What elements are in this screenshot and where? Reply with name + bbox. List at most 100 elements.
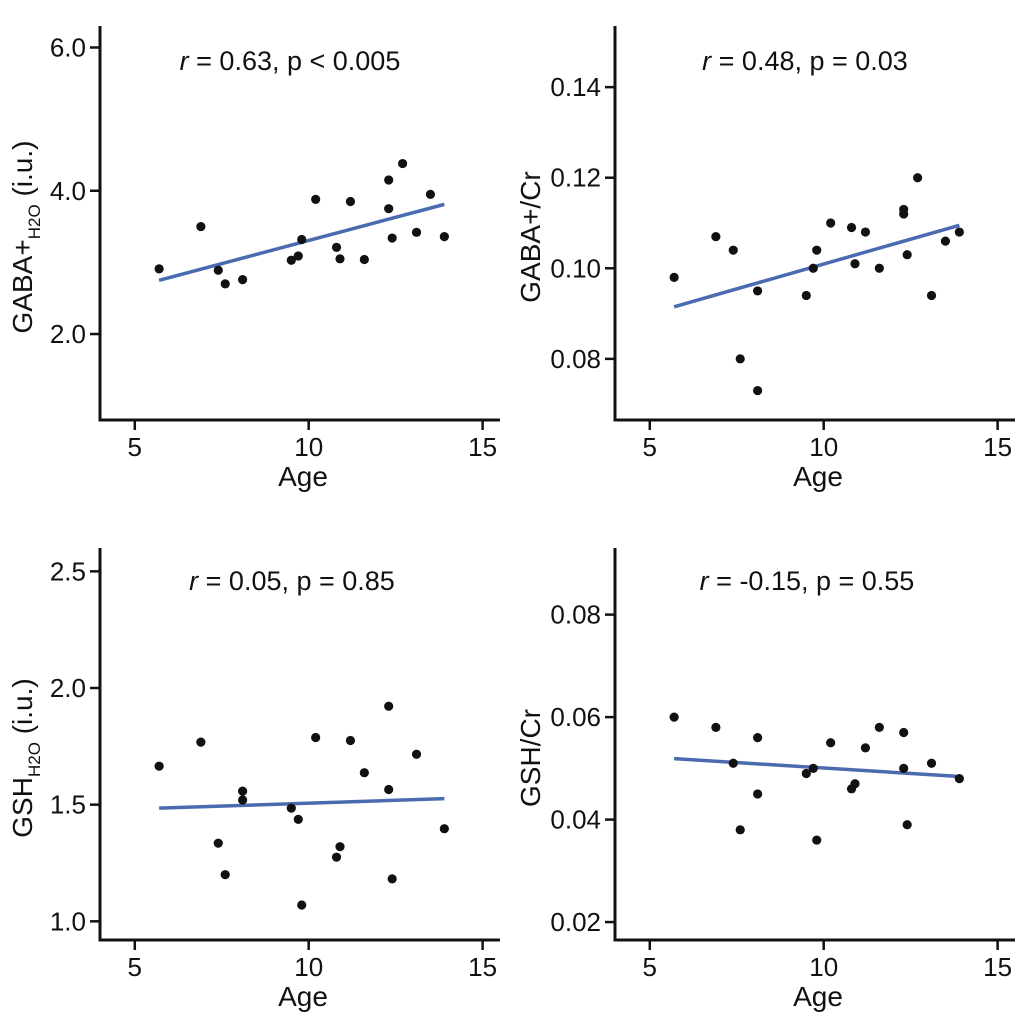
annotation-r-symbol: r <box>189 566 199 596</box>
data-point <box>439 824 449 834</box>
y-tick-label: 6.0 <box>50 32 86 62</box>
data-point <box>899 763 909 773</box>
data-point <box>345 735 356 746</box>
panel-top-left: 5 10 15 2.0 4.0 6.0 Age GABA+H2O (i.u.) r = 0.63… <box>7 26 500 492</box>
y-tick-label: 1.5 <box>50 790 86 820</box>
data-point <box>753 789 763 799</box>
annotation-stats: = 0.63, p < 0.005 <box>189 46 401 76</box>
panel-bottom-right: 5 10 15 0.02 0.04 0.06 0.08 Age GSH/Cr r = -0.15,… <box>515 548 1015 1012</box>
data-point <box>293 814 303 824</box>
data-point <box>398 158 408 169</box>
x-tick-label: 5 <box>128 432 142 462</box>
data-point <box>846 222 857 233</box>
data-point <box>850 259 860 269</box>
data-point <box>411 749 422 759</box>
data-point <box>860 227 871 237</box>
correlation-annotation: r = 0.05, p = 0.85 <box>189 566 395 596</box>
annotation-stats: = -0.15, p = 0.55 <box>709 566 915 596</box>
y-tick-label: 2.5 <box>50 556 86 586</box>
x-tick-label: 15 <box>468 432 497 462</box>
x-axis-title: Age <box>793 981 843 1012</box>
data-point <box>711 231 721 242</box>
x-axis-title: Age <box>278 981 328 1012</box>
data-point <box>311 732 321 743</box>
regression-line <box>159 796 445 810</box>
data-point <box>826 218 836 228</box>
y-axis-title: GSH/Cr <box>515 709 546 807</box>
x-axis-title: Age <box>278 461 328 492</box>
data-point <box>753 286 763 296</box>
data-point <box>735 825 745 835</box>
y-tick-label: 0.14 <box>550 72 601 102</box>
data-point <box>286 255 296 265</box>
y-tick-label: 2.0 <box>50 319 86 349</box>
panel-top-right: 5 10 15 0.08 0.10 0.12 0.14 Age GABA+/Cr r = 0.48… <box>515 26 1015 492</box>
x-tick-label: 5 <box>128 952 142 982</box>
data-point <box>808 763 818 773</box>
data-point <box>874 722 884 732</box>
data-point <box>902 820 912 830</box>
data-point <box>220 279 230 289</box>
data-point <box>331 852 342 862</box>
annotation-stats: = 0.05, p = 0.85 <box>198 566 395 596</box>
data-point <box>154 264 164 274</box>
data-point <box>196 737 206 747</box>
data-point <box>384 784 394 795</box>
data-point <box>213 838 223 848</box>
data-point <box>899 727 909 738</box>
data-point <box>735 354 745 364</box>
data-point <box>345 196 356 207</box>
x-tick-label: 5 <box>643 952 657 982</box>
data-point <box>335 842 345 852</box>
data-point <box>220 870 230 880</box>
data-point <box>728 245 738 255</box>
y-axis-title-main: GSH/Cr <box>515 709 546 807</box>
y-axis-title-main: GABA+/Cr <box>515 171 546 302</box>
x-axis-title: Age <box>793 461 843 492</box>
y-tick-label: 2.0 <box>50 673 86 703</box>
data-point <box>384 175 394 185</box>
data-point <box>335 254 345 264</box>
y-tick-label: 0.04 <box>550 805 601 835</box>
data-point <box>387 874 397 884</box>
y-axis-title: GABA+/Cr <box>515 171 546 302</box>
data-point <box>286 803 296 813</box>
data-point <box>384 701 394 711</box>
data-point <box>387 233 397 243</box>
data-point <box>826 738 836 748</box>
y-tick-label: 0.06 <box>550 702 601 732</box>
data-point <box>238 786 248 796</box>
data-point <box>812 245 822 255</box>
y-axis-title-main: GABA+ <box>7 239 38 333</box>
data-point <box>238 795 248 805</box>
correlation-annotation: r = 0.48, p = 0.03 <box>702 46 908 76</box>
annotation-r-symbol: r <box>702 46 712 76</box>
data-point <box>801 768 811 779</box>
data-point <box>311 194 321 204</box>
data-point <box>902 250 912 260</box>
correlation-annotation: r = 0.63, p < 0.005 <box>180 46 401 76</box>
y-axis-title-subscript: H2O <box>25 204 44 239</box>
data-point <box>926 758 937 768</box>
y-axis-title: GABA+H2O (i.u.) <box>7 141 44 334</box>
annotation-stats: = 0.48, p = 0.03 <box>711 46 908 76</box>
x-tick-label: 15 <box>468 952 497 982</box>
y-tick-label: 0.02 <box>550 907 601 937</box>
data-point <box>940 236 951 246</box>
x-tick-label: 15 <box>983 432 1012 462</box>
data-point <box>238 274 248 285</box>
data-point <box>753 385 763 396</box>
annotation-r-symbol: r <box>700 566 710 596</box>
data-point <box>293 251 303 261</box>
data-point <box>899 209 909 219</box>
data-point <box>297 234 307 245</box>
data-point <box>728 758 738 768</box>
data-point <box>874 263 884 273</box>
data-point <box>860 743 871 753</box>
data-point <box>384 204 394 214</box>
data-point <box>801 290 811 301</box>
y-axis-title: GSHH2O (i.u.) <box>7 678 44 837</box>
data-point <box>753 732 763 743</box>
x-tick-label: 10 <box>294 952 323 982</box>
y-tick-label: 0.12 <box>550 163 601 193</box>
